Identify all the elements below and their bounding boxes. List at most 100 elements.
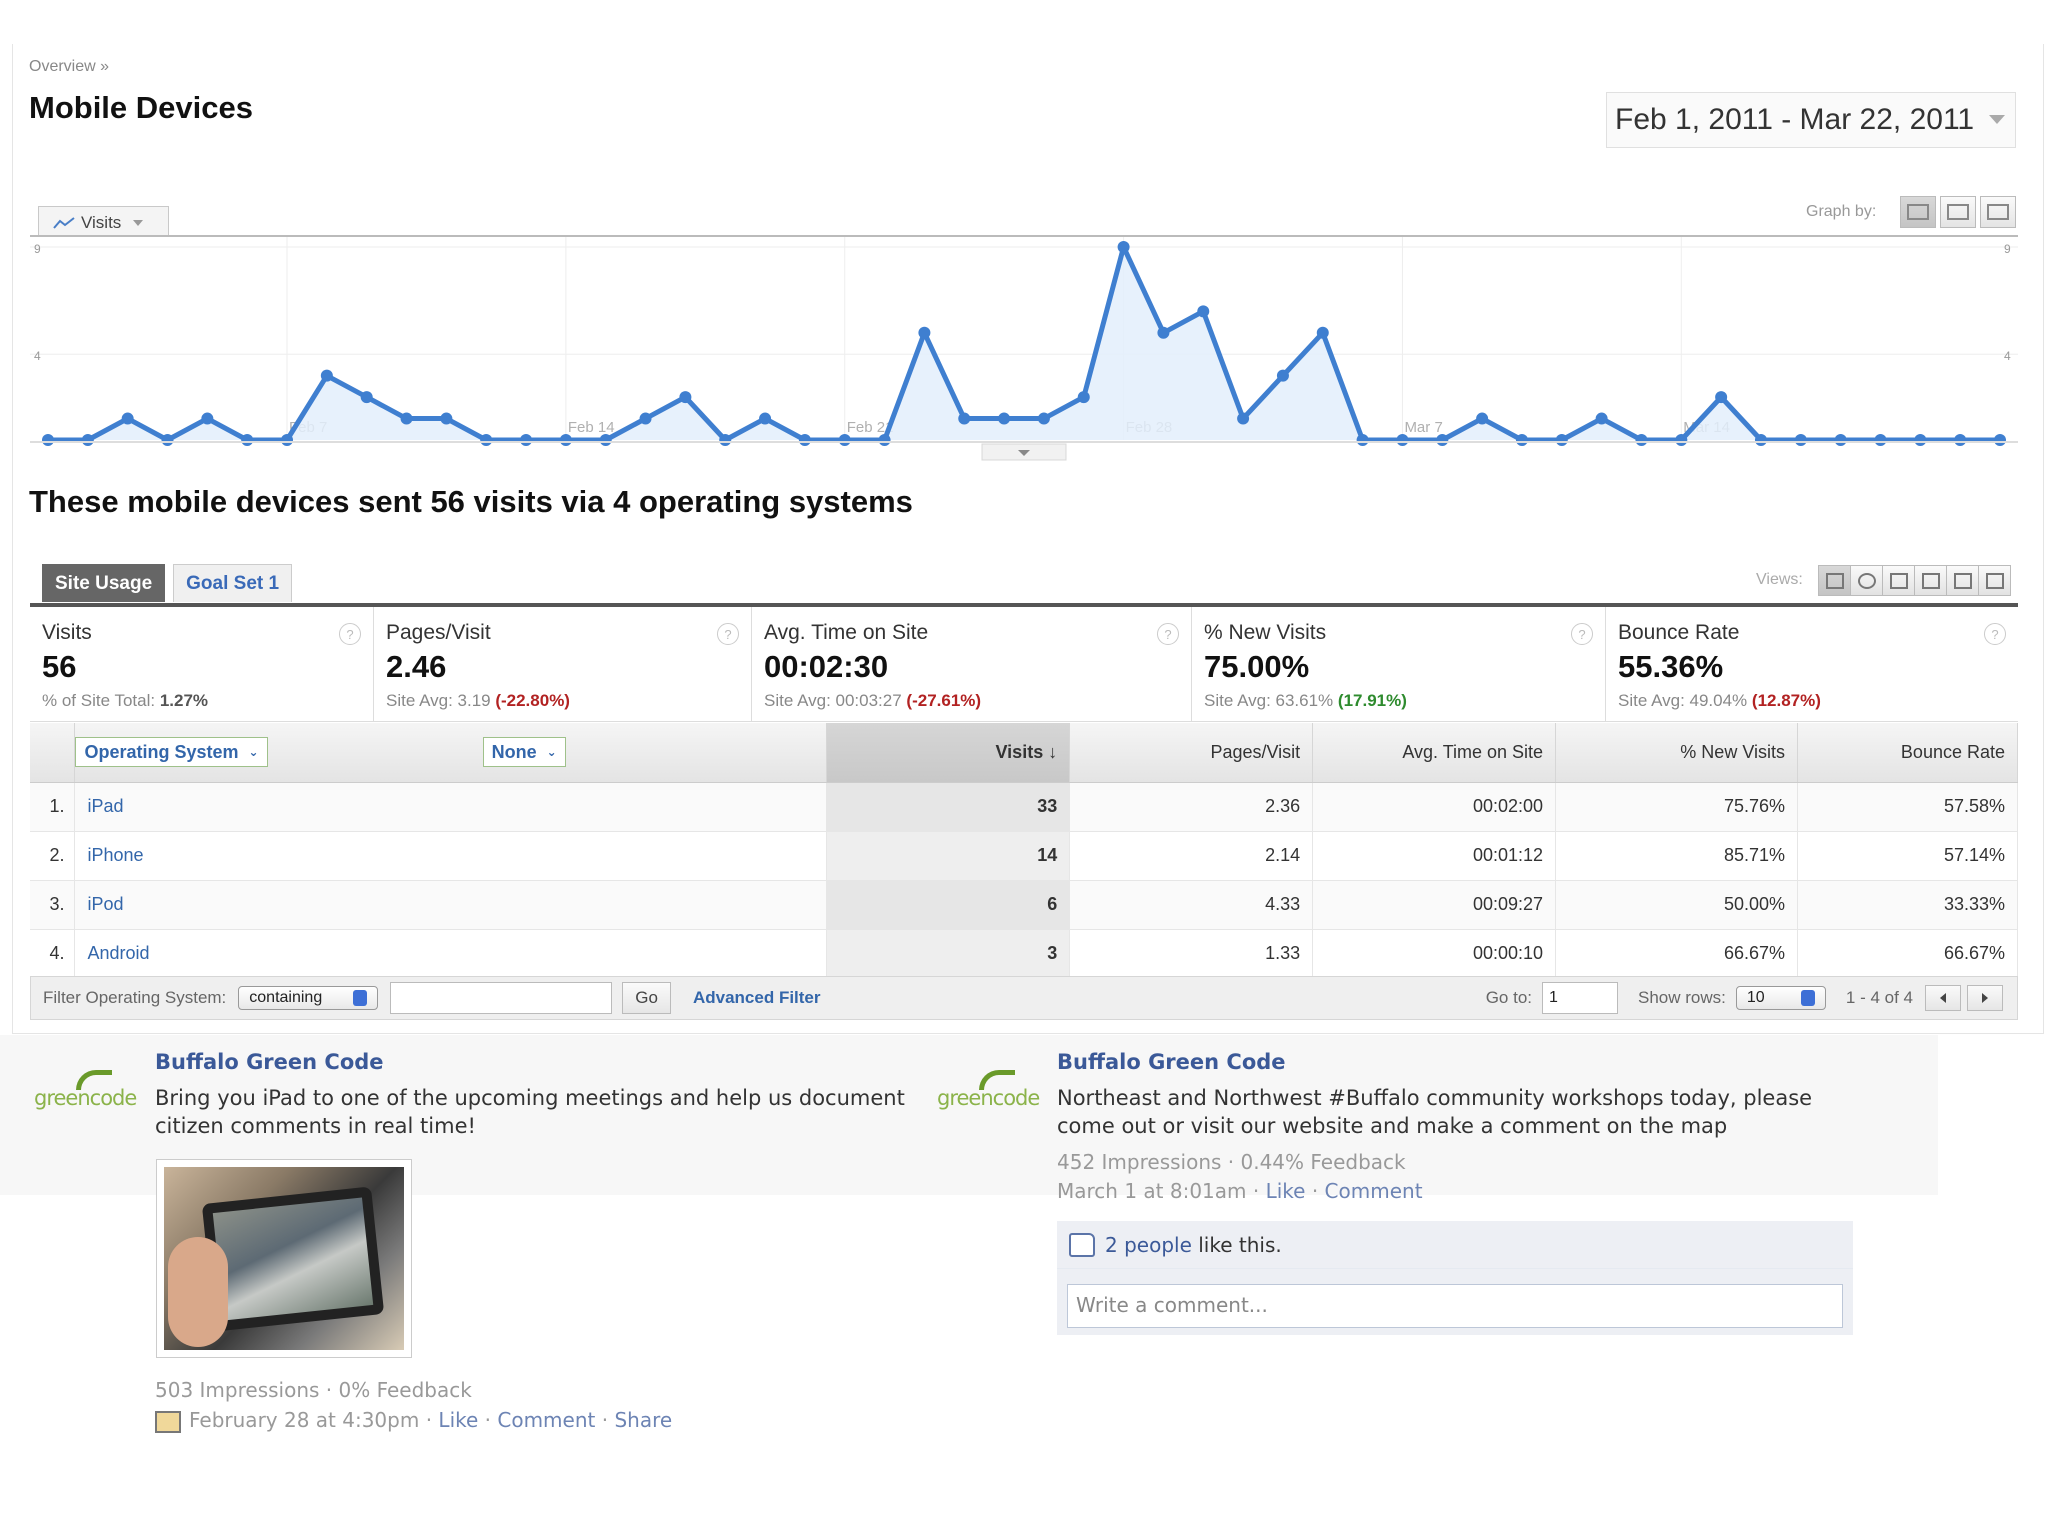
summary-avg: Site Avg: 63.61% (17.91%) (1204, 691, 1593, 711)
summary-value: 00:02:30 (764, 649, 889, 684)
comparison-view-button[interactable] (1914, 565, 1947, 596)
secondary-dimension-selector[interactable]: None ⌄ (482, 737, 566, 768)
summary-label: Avg. Time on Site (764, 621, 929, 644)
help-icon[interactable]: ? (717, 623, 739, 645)
date-range-picker[interactable]: Feb 1, 2011 - Mar 22, 2011 (1606, 92, 2016, 148)
post-photo[interactable] (156, 1159, 412, 1358)
comment-box-wrap: Write a comment... (1057, 1269, 1853, 1335)
help-icon[interactable]: ? (1157, 623, 1179, 645)
view-buttons (1818, 565, 2011, 596)
performance-view-button[interactable] (1882, 565, 1915, 596)
column-header-visits[interactable]: Visits ↓ (826, 723, 1071, 783)
chevron-down-icon: ⌄ (248, 745, 259, 760)
row-new-visits: 50.00% (1555, 880, 1798, 930)
pie-chart-icon (1857, 572, 1876, 589)
graph-by-week-button[interactable] (1940, 196, 1976, 228)
data-point (1635, 434, 1648, 446)
goto-input[interactable]: 1 (1542, 982, 1619, 1014)
filter-go-button[interactable]: Go (622, 982, 671, 1014)
summary-label: % New Visits (1204, 621, 1327, 644)
column-header-pages-visit[interactable]: Pages/Visit (1069, 723, 1314, 783)
graph-by-label: Graph by: (1806, 203, 1877, 220)
date-range-text: Feb 1, 2011 - Mar 22, 2011 (1615, 103, 1975, 136)
summary-value: 75.00% (1204, 649, 1310, 684)
help-icon[interactable]: ? (339, 623, 361, 645)
row-rank: 4. (30, 929, 76, 979)
metric-selector-label: Visits (81, 212, 122, 232)
previous-page-button[interactable] (1925, 985, 1961, 1011)
post-author-link[interactable]: Buffalo Green Code (1057, 1050, 1286, 1074)
y-tick-label-right: 9 (2004, 242, 2011, 256)
likes-text: like this. (1191, 1232, 1282, 1257)
share-link[interactable]: Share (614, 1408, 673, 1432)
chevron-down-icon (1018, 450, 1030, 456)
next-page-button[interactable] (1967, 985, 2003, 1011)
data-point (320, 369, 333, 382)
photo-image (164, 1167, 404, 1350)
data-point (1117, 241, 1130, 253)
page-logo[interactable]: greencode (937, 1070, 1040, 1110)
summary-card-bounce-rate: Bounce Rate 55.36% Site Avg: 49.04% (12.… (1606, 607, 2018, 721)
summary-card-avg-time: Avg. Time on Site 00:02:30 Site Avg: 00:… (752, 607, 1192, 721)
breadcrumb[interactable]: Overview » (29, 58, 110, 75)
dimension-selector[interactable]: Operating System ⌄ (75, 737, 268, 768)
page-logo[interactable]: greencode (34, 1070, 137, 1110)
metric-selector[interactable]: Visits (38, 206, 169, 238)
show-rows-select[interactable]: 10 (1735, 986, 1826, 1010)
column-header-bounce-rate[interactable]: Bounce Rate (1797, 723, 2018, 783)
summary-avg-prefix: Site Avg: 00:03:27 (764, 691, 907, 710)
data-point (201, 412, 214, 425)
row-avg-time: 00:00:10 (1312, 929, 1557, 979)
data-point (1754, 434, 1767, 446)
likers-link[interactable]: 2 people (1105, 1232, 1192, 1257)
column-header-avg-time[interactable]: Avg. Time on Site (1312, 723, 1557, 783)
summary-change: (-22.80%) (495, 691, 570, 710)
pie-view-button[interactable] (1850, 565, 1883, 596)
data-point (480, 434, 493, 446)
data-point (798, 434, 811, 446)
like-link[interactable]: Like (1265, 1179, 1306, 1203)
trend-view-button[interactable] (1978, 565, 2011, 596)
row-name-link[interactable]: iPod (74, 880, 828, 930)
data-point (1197, 305, 1210, 318)
data-point (1954, 434, 1967, 446)
page-title: Mobile Devices (29, 90, 253, 125)
row-pages-visit: 2.36 (1069, 782, 1314, 832)
post-author-link[interactable]: Buffalo Green Code (155, 1050, 384, 1074)
filter-input[interactable] (390, 982, 613, 1014)
advanced-filter-link[interactable]: Advanced Filter (692, 988, 821, 1007)
comment-link[interactable]: Comment (1324, 1179, 1423, 1203)
filter-mode-select[interactable]: containing (238, 986, 379, 1010)
help-icon[interactable]: ? (1984, 623, 2006, 645)
photo-album-icon (155, 1410, 181, 1433)
month-icon (1987, 204, 2009, 220)
thumbs-up-icon (1069, 1232, 1095, 1257)
like-link[interactable]: Like (438, 1408, 479, 1432)
table-view-button[interactable] (1818, 565, 1851, 596)
line-chart-icon (53, 216, 75, 229)
graph-by-day-button[interactable] (1900, 196, 1936, 228)
data-point (599, 434, 612, 446)
summary-change: (17.91%) (1337, 691, 1407, 710)
data-point (1834, 434, 1847, 446)
post-date[interactable]: February 28 at 4:30pm (189, 1408, 420, 1432)
column-header-new-visits[interactable]: % New Visits (1555, 723, 1798, 783)
graph-by-month-button[interactable] (1980, 196, 2016, 228)
post-meta-line: February 28 at 4:30pm · Like · Comment ·… (155, 1406, 672, 1435)
row-visits: 14 (826, 831, 1071, 881)
tab-goal-set-1[interactable]: Goal Set 1 (173, 564, 293, 602)
post-date[interactable]: March 1 at 8:01am (1057, 1179, 1247, 1203)
filter-bar: Filter Operating System: containing Go A… (30, 976, 2018, 1020)
row-name-link[interactable]: iPad (74, 782, 828, 832)
row-name-link[interactable]: iPhone (74, 831, 828, 881)
pivot-view-button[interactable] (1946, 565, 1979, 596)
data-point (918, 326, 931, 339)
row-new-visits: 75.76% (1555, 782, 1798, 832)
row-name-link[interactable]: Android (74, 929, 828, 979)
summary-label: Pages/Visit (386, 621, 491, 644)
tab-site-usage[interactable]: Site Usage (42, 564, 166, 602)
data-point (1077, 391, 1090, 404)
comment-link[interactable]: Comment (497, 1408, 596, 1432)
comment-input[interactable]: Write a comment... (1067, 1284, 1843, 1328)
help-icon[interactable]: ? (1571, 623, 1593, 645)
